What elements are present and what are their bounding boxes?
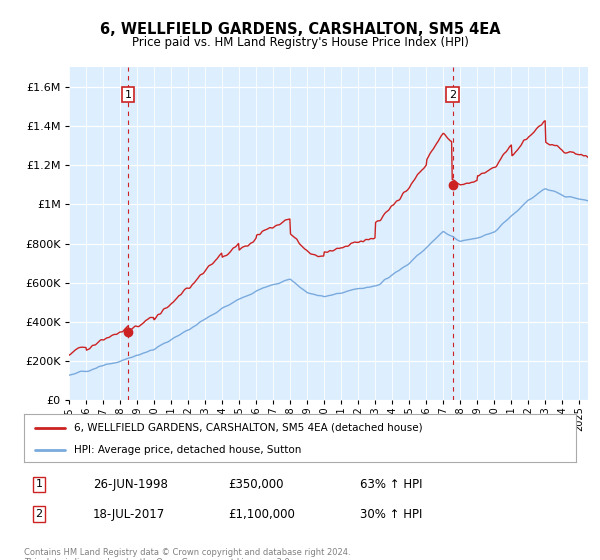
Text: 18-JUL-2017: 18-JUL-2017 [93,507,165,521]
Text: Price paid vs. HM Land Registry's House Price Index (HPI): Price paid vs. HM Land Registry's House … [131,36,469,49]
Text: 1: 1 [35,479,43,489]
Text: HPI: Average price, detached house, Sutton: HPI: Average price, detached house, Sutt… [74,445,301,455]
Text: 1: 1 [125,90,132,100]
Text: 2: 2 [35,509,43,519]
Text: £1,100,000: £1,100,000 [228,507,295,521]
Text: 30% ↑ HPI: 30% ↑ HPI [360,507,422,521]
Text: £350,000: £350,000 [228,478,284,491]
Text: 63% ↑ HPI: 63% ↑ HPI [360,478,422,491]
Text: Contains HM Land Registry data © Crown copyright and database right 2024.
This d: Contains HM Land Registry data © Crown c… [24,548,350,560]
Text: 6, WELLFIELD GARDENS, CARSHALTON, SM5 4EA: 6, WELLFIELD GARDENS, CARSHALTON, SM5 4E… [100,22,500,38]
Text: 6, WELLFIELD GARDENS, CARSHALTON, SM5 4EA (detached house): 6, WELLFIELD GARDENS, CARSHALTON, SM5 4E… [74,423,422,433]
Text: 26-JUN-1998: 26-JUN-1998 [93,478,168,491]
Text: 2: 2 [449,90,456,100]
